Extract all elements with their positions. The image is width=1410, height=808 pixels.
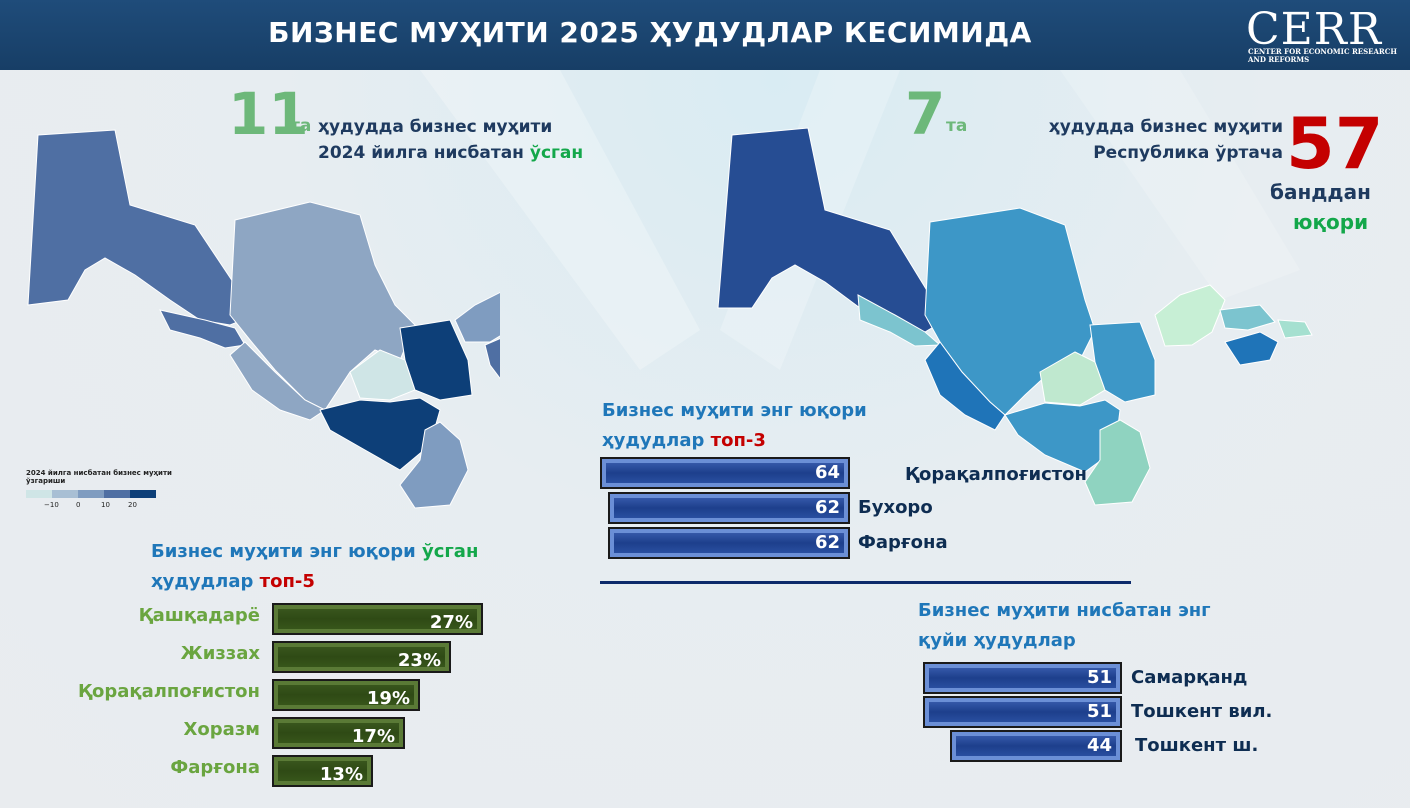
region-karakalpakstan bbox=[27, 129, 256, 326]
bar-category-label: Бухоро bbox=[858, 497, 933, 518]
level-bar: 62 bbox=[608, 492, 850, 524]
bar-category-label: Хоразм bbox=[183, 719, 260, 740]
region-jizzakh bbox=[399, 319, 473, 401]
growth-bar: 27% bbox=[272, 603, 483, 635]
region-namangan bbox=[1219, 304, 1276, 331]
growth-bar: 23% bbox=[272, 641, 451, 673]
above-average-line4: юқори bbox=[1293, 210, 1369, 234]
growth-caption-line1: ҳудудда бизнес муҳити bbox=[318, 117, 553, 137]
bar-category-label: Фарғона bbox=[170, 757, 260, 778]
growth-caption-line2-text: 2024 йилга нисбатан bbox=[318, 143, 530, 163]
region-surkhandarya bbox=[1084, 419, 1151, 506]
section-divider bbox=[600, 581, 1131, 584]
growth-bar: 17% bbox=[272, 717, 405, 749]
bottom-heading-line2: қуйи ҳудудлар bbox=[918, 630, 1076, 651]
top5-heading-line2-text: ҳудудлар bbox=[151, 571, 260, 592]
growth-bar: 13% bbox=[272, 755, 373, 787]
region-tashkent-oblast bbox=[1154, 284, 1226, 347]
above-average-caption-line1: ҳудудда бизнес муҳити bbox=[1048, 117, 1283, 137]
level-bar: 51 bbox=[923, 696, 1122, 728]
header-bar: БИЗНЕС МУҲИТИ 2025 ҲУДУДЛАР КЕСИМИДА CER… bbox=[0, 0, 1410, 70]
legend-tick: 20 bbox=[128, 501, 137, 509]
region-fergana-valley bbox=[484, 338, 500, 380]
national-average-score: 57 bbox=[1286, 103, 1384, 185]
above-average-count: 7 bbox=[905, 80, 946, 148]
region-khorezm bbox=[857, 294, 942, 347]
top5-heading-highlight-green: ўсган bbox=[421, 541, 479, 562]
region-karakalpakstan bbox=[717, 127, 946, 333]
map-legend-title: 2024 йилга нисбатан бизнес муҳити ўзгари… bbox=[26, 469, 172, 485]
level-bar: 62 bbox=[608, 527, 850, 559]
region-bukhara bbox=[229, 341, 326, 421]
level-bar: 51 bbox=[923, 662, 1122, 694]
growth-caption-highlight: ўсган bbox=[529, 143, 584, 163]
map-growth-left bbox=[27, 129, 500, 509]
legend-tick: 10 bbox=[101, 501, 110, 509]
region-navoi bbox=[229, 201, 416, 411]
growth-caption-line2: 2024 йилга нисбатан ўсган bbox=[318, 140, 583, 166]
region-jizzakh bbox=[1089, 321, 1156, 403]
region-bukhara bbox=[924, 341, 1006, 431]
bottom-heading: Бизнес муҳити нисбатан энг қуйи ҳудудлар bbox=[918, 596, 1211, 656]
bottom-heading-line1: Бизнес муҳити нисбатан энг bbox=[918, 600, 1211, 621]
bar-category-label: Қорақалпоғистон bbox=[905, 464, 1087, 485]
above-average-unit: та bbox=[946, 116, 968, 136]
bar-category-label: Фарғона bbox=[858, 532, 948, 553]
top3-heading-line2-text: ҳудудлар bbox=[602, 430, 711, 451]
top3-heading-line2: ҳудудлар топ-3 bbox=[602, 426, 867, 456]
region-fergana bbox=[1224, 331, 1279, 366]
growth-caption: ҳудудда бизнес муҳити 2024 йилга нисбата… bbox=[318, 114, 583, 166]
bar-category-label: Қорақалпоғистон bbox=[78, 681, 260, 702]
page-title: БИЗНЕС МУҲИТИ 2025 ҲУДУДЛАР КЕСИМИДА bbox=[268, 16, 1032, 49]
region-tashkent bbox=[454, 291, 500, 343]
level-bar: 64 bbox=[600, 457, 850, 489]
top3-heading: Бизнес муҳити энг юқори ҳудудлар топ-3 bbox=[602, 396, 867, 456]
bar-category-label: Самарқанд bbox=[1131, 667, 1248, 688]
top5-heading-line1-text: Бизнес муҳити энг юқори bbox=[151, 541, 422, 562]
bar-category-label: Тошкент вил. bbox=[1131, 701, 1273, 722]
bar-category-label: Жиззах bbox=[180, 643, 260, 664]
above-average-caption: ҳудудда бизнес муҳити Республика ўртача bbox=[1000, 114, 1283, 166]
growth-count-unit: та bbox=[290, 116, 312, 136]
growth-bar: 19% bbox=[272, 679, 420, 711]
cerr-logo-subtitle: CENTER FOR ECONOMIC RESEARCH AND REFORMS bbox=[1248, 47, 1397, 64]
top5-heading: Бизнес муҳити энг юқори ўсган ҳудудлар т… bbox=[151, 537, 478, 597]
top3-heading-highlight: топ-3 bbox=[710, 430, 766, 451]
growth-count: 11 bbox=[228, 80, 309, 148]
top3-heading-line1: Бизнес муҳити энг юқори bbox=[602, 400, 867, 421]
legend-tick: 0 bbox=[76, 501, 81, 509]
level-bar: 44 bbox=[950, 730, 1122, 762]
region-khorezm bbox=[159, 309, 246, 349]
above-average-line3: банддан bbox=[1270, 180, 1371, 204]
legend-tick: −10 bbox=[44, 501, 59, 509]
top5-heading-line2: ҳудудлар топ-5 bbox=[151, 567, 478, 597]
bar-category-label: Тошкент ш. bbox=[1135, 735, 1259, 756]
above-average-caption-line2: Республика ўртача bbox=[1093, 143, 1283, 163]
cerr-logo: CERR bbox=[1246, 4, 1383, 55]
region-andijan bbox=[1277, 319, 1313, 339]
map-legend-scale bbox=[26, 490, 156, 498]
top5-heading-highlight-red: топ-5 bbox=[259, 571, 315, 592]
region-surkhandarya bbox=[399, 421, 469, 509]
bar-category-label: Қашқадарё bbox=[138, 605, 260, 626]
top5-heading-line1: Бизнес муҳити энг юқори ўсган bbox=[151, 537, 478, 567]
map-level-right bbox=[717, 127, 1313, 506]
